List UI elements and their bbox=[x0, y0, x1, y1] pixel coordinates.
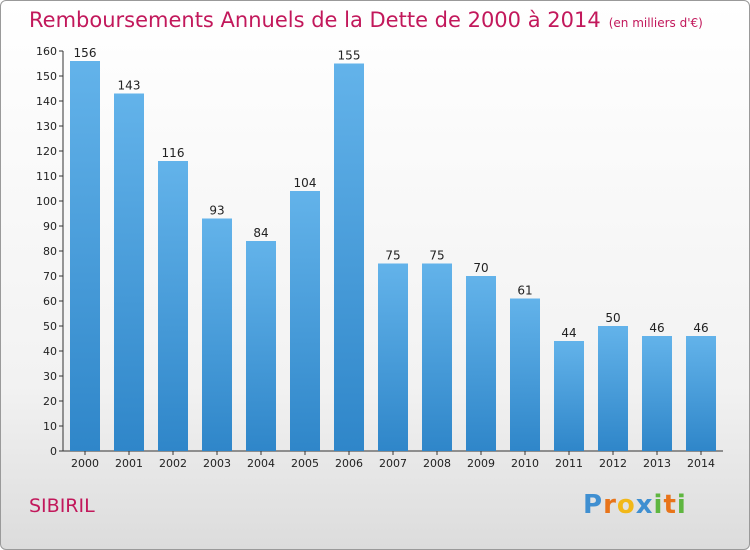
y-tick-label: 110 bbox=[36, 170, 57, 183]
bar-value-label: 46 bbox=[649, 321, 664, 335]
bar-2014 bbox=[686, 336, 716, 451]
x-tick-label: 2003 bbox=[203, 457, 231, 470]
y-tick-label: 130 bbox=[36, 120, 57, 133]
x-tick-label: 2007 bbox=[379, 457, 407, 470]
bar-value-label: 70 bbox=[473, 261, 488, 275]
x-tick-label: 2006 bbox=[335, 457, 363, 470]
bar-value-label: 156 bbox=[74, 46, 97, 60]
commune-name: SIBIRIL bbox=[29, 495, 95, 517]
logo-letter: r bbox=[603, 490, 617, 520]
logo-letter: i bbox=[653, 490, 664, 520]
y-tick-label: 140 bbox=[36, 95, 57, 108]
x-tick-label: 2014 bbox=[687, 457, 715, 470]
y-tick-label: 70 bbox=[43, 270, 57, 283]
x-tick-label: 2004 bbox=[247, 457, 275, 470]
y-tick-label: 160 bbox=[36, 45, 57, 58]
bar-value-label: 46 bbox=[693, 321, 708, 335]
bar-value-label: 75 bbox=[385, 249, 400, 263]
x-tick-label: 2010 bbox=[511, 457, 539, 470]
bar-value-label: 50 bbox=[605, 311, 620, 325]
chart-title: Remboursements Annuels de la Dette de 20… bbox=[29, 8, 703, 32]
chart-unit-label: (en milliers d'€) bbox=[608, 16, 703, 30]
y-tick-label: 10 bbox=[43, 420, 57, 433]
x-tick-label: 2009 bbox=[467, 457, 495, 470]
bar-2010 bbox=[510, 298, 540, 451]
bar-2001 bbox=[114, 93, 144, 451]
y-tick-label: 0 bbox=[50, 445, 57, 458]
bar-value-label: 116 bbox=[162, 146, 185, 160]
chart-title-text: Remboursements Annuels de la Dette de 20… bbox=[29, 8, 601, 32]
bar-2013 bbox=[642, 336, 672, 451]
x-tick-label: 2000 bbox=[71, 457, 99, 470]
x-tick-label: 2005 bbox=[291, 457, 319, 470]
y-tick-label: 100 bbox=[36, 195, 57, 208]
bar-2003 bbox=[202, 218, 232, 451]
bar-2008 bbox=[422, 263, 452, 451]
y-tick-label: 60 bbox=[43, 295, 57, 308]
y-tick-label: 150 bbox=[36, 70, 57, 83]
y-tick-label: 120 bbox=[36, 145, 57, 158]
bar-2012 bbox=[598, 326, 628, 451]
x-tick-label: 2012 bbox=[599, 457, 627, 470]
y-tick-label: 30 bbox=[43, 370, 57, 383]
y-tick-label: 50 bbox=[43, 320, 57, 333]
x-tick-label: 2001 bbox=[115, 457, 143, 470]
bar-2002 bbox=[158, 161, 188, 451]
x-tick-label: 2008 bbox=[423, 457, 451, 470]
logo-letter: t bbox=[663, 490, 677, 520]
x-tick-label: 2011 bbox=[555, 457, 583, 470]
bar-value-label: 44 bbox=[561, 326, 576, 340]
bar-value-label: 155 bbox=[338, 49, 361, 63]
y-tick-label: 80 bbox=[43, 245, 57, 258]
logo-letter: P bbox=[583, 490, 604, 520]
bar-value-label: 75 bbox=[429, 249, 444, 263]
x-tick-label: 2013 bbox=[643, 457, 671, 470]
bar-2006 bbox=[334, 63, 364, 451]
bar-value-label: 93 bbox=[209, 204, 224, 218]
bar-2000 bbox=[70, 61, 100, 451]
bar-2004 bbox=[246, 241, 276, 451]
bar-value-label: 61 bbox=[517, 284, 532, 298]
bar-2007 bbox=[378, 263, 408, 451]
logo-letter: i bbox=[676, 490, 687, 520]
bar-value-label: 84 bbox=[253, 226, 268, 240]
y-tick-label: 40 bbox=[43, 345, 57, 358]
proxiti-logo: Proxiti bbox=[583, 490, 687, 520]
logo-letter: o bbox=[616, 490, 636, 520]
bar-2009 bbox=[466, 276, 496, 451]
bar-value-label: 143 bbox=[118, 79, 141, 93]
bar-2011 bbox=[554, 341, 584, 451]
x-tick-label: 2002 bbox=[159, 457, 187, 470]
logo-letter: x bbox=[635, 490, 654, 520]
y-tick-label: 90 bbox=[43, 220, 57, 233]
y-tick-label: 20 bbox=[43, 395, 57, 408]
bar-value-label: 104 bbox=[294, 176, 317, 190]
bar-2005 bbox=[290, 191, 320, 451]
